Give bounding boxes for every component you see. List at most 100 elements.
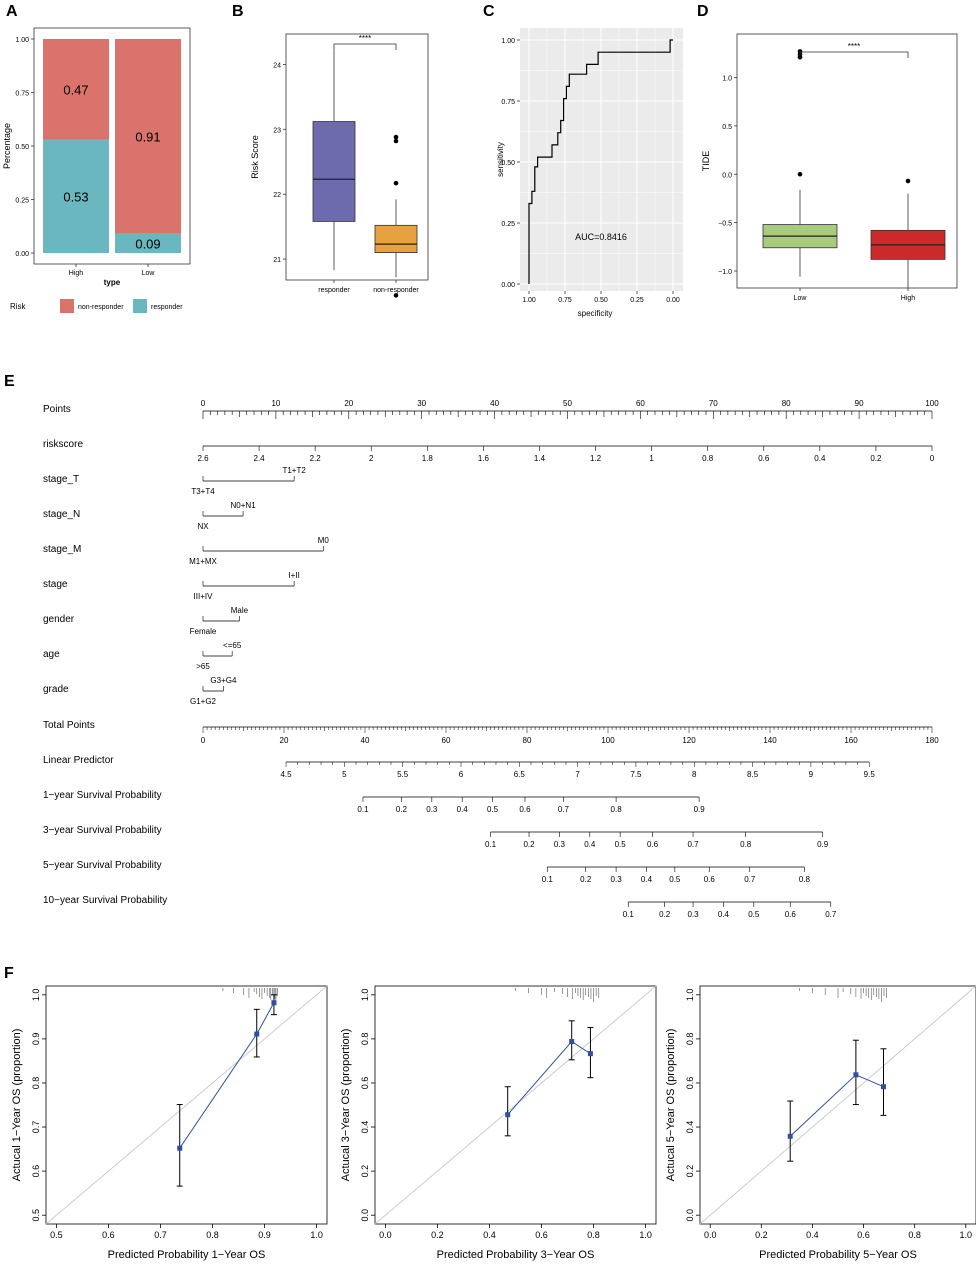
- nomogram-tick-label: 0.5: [669, 875, 681, 884]
- nomogram-level-label: <=65: [223, 641, 242, 650]
- nomogram-tick-label: 140: [763, 736, 777, 745]
- y-tick-label: 0.6: [360, 1077, 370, 1090]
- nomogram-level-label: N0+N1: [231, 501, 257, 510]
- nomogram-tick-label: 0.5: [487, 805, 499, 814]
- nomogram-tick-label: 0.8: [799, 875, 811, 884]
- panel-label-f: F: [4, 965, 14, 982]
- x-tick-label: 0.8: [206, 1230, 219, 1240]
- significance-label: ****: [848, 42, 860, 51]
- x-tick-label: Low: [142, 270, 156, 277]
- nomogram-tick-label: 4.5: [280, 770, 292, 779]
- x-axis-title: Predicted Probability 3−Year OS: [437, 1249, 595, 1261]
- y-tick-label: 0.75: [501, 99, 515, 106]
- nomogram-level-label: Female: [190, 627, 217, 636]
- calibration-point: [569, 1039, 575, 1045]
- panel-label-d: D: [697, 3, 709, 20]
- nomogram-level-label: NX: [197, 522, 209, 531]
- nomogram-tick-label: 60: [442, 736, 451, 745]
- nomogram-tick-label: 0.1: [485, 840, 497, 849]
- calibration-point: [271, 1000, 277, 1006]
- x-axis-title: Predicted Probability 5−Year OS: [759, 1249, 917, 1261]
- nomogram-tick-label: 0.3: [611, 875, 623, 884]
- x-tick-label: non-responder: [373, 287, 419, 294]
- x-tick-label: 0.6: [535, 1230, 548, 1240]
- y-tick-label: 0.8: [685, 1033, 695, 1046]
- y-tick-label: −0.5: [718, 221, 732, 228]
- nomogram-tick-label: 8.5: [747, 770, 759, 779]
- significance-bracket: [333, 43, 397, 50]
- nomogram-tick-label: 0.4: [457, 805, 469, 814]
- nomogram-tick-label: 90: [855, 399, 864, 408]
- x-axis-title: specificity: [578, 309, 613, 318]
- nomogram-row-label: Points: [43, 404, 71, 415]
- x-tick-label: 0.4: [806, 1230, 819, 1240]
- nomogram-tick-label: 0.8: [611, 805, 623, 814]
- y-tick-label: 0.8: [31, 1077, 41, 1090]
- y-axis-title: Risk Score: [250, 135, 260, 179]
- calibration-point: [254, 1031, 260, 1037]
- calibration-point: [505, 1112, 511, 1118]
- y-axis-title: TIDE: [701, 151, 711, 172]
- y-tick-label: 1.0: [685, 989, 695, 1002]
- y-tick-label: 0.0: [360, 1209, 370, 1222]
- legend-title: Risk: [10, 302, 27, 311]
- y-tick-label: 0.8: [360, 1033, 370, 1046]
- y-tick-label: 23: [273, 127, 281, 134]
- nomogram-row-label: riskscore: [43, 439, 83, 450]
- bar-nonresponder: [43, 39, 109, 140]
- nomogram-tick-label: 100: [925, 399, 939, 408]
- nomogram-tick-label: 9: [809, 770, 814, 779]
- y-tick-label: 0.2: [685, 1165, 695, 1178]
- y-tick-label: 0.4: [685, 1121, 695, 1134]
- nomogram-tick-label: 0.9: [694, 805, 706, 814]
- nomogram-tick-label: 0.2: [523, 840, 535, 849]
- x-tick-label: 0.50: [594, 297, 608, 304]
- x-tick-label: 0.6: [102, 1230, 115, 1240]
- y-tick-label: 0.25: [15, 198, 29, 205]
- nomogram-tick-label: 0.8: [702, 454, 714, 463]
- nomogram-tick-label: 60: [636, 399, 645, 408]
- nomogram-tick-label: 100: [601, 736, 615, 745]
- nomogram-tick-label: 0.4: [718, 910, 730, 919]
- y-tick-label: 1.00: [501, 38, 515, 45]
- nomogram-tick-label: 1.4: [534, 454, 546, 463]
- y-tick-label: 1.0: [31, 989, 41, 1002]
- panel-label-c: C: [483, 3, 495, 20]
- x-tick-label: 0.2: [431, 1230, 444, 1240]
- nomogram-tick-label: 0.4: [641, 875, 653, 884]
- nomogram-tick-label: 0.6: [519, 805, 531, 814]
- nomogram-tick-label: 120: [682, 736, 696, 745]
- nomogram-tick-label: 0.7: [744, 875, 756, 884]
- y-tick-label: 0.5: [722, 124, 732, 131]
- nomogram-tick-label: 1.6: [478, 454, 490, 463]
- box-outlier: [393, 180, 399, 186]
- box-outlier: [393, 134, 399, 140]
- box-body: [312, 121, 356, 222]
- nomogram-tick-label: 80: [523, 736, 532, 745]
- legend-swatch-nonresponder: [60, 299, 74, 313]
- calibration-point: [587, 1051, 593, 1057]
- x-axis-title: type: [104, 278, 121, 287]
- y-tick-label: 0.5: [31, 1209, 41, 1222]
- x-tick-label: 0.0: [379, 1230, 392, 1240]
- x-tick-label: High: [901, 295, 916, 302]
- y-tick-label: 0.7: [31, 1121, 41, 1134]
- nomogram-level-label: >65: [196, 662, 210, 671]
- nomogram-tick-label: 5.5: [397, 770, 409, 779]
- y-axis-title: Actucal 5−Year OS (proportion): [665, 1029, 677, 1182]
- nomogram-tick-label: 2.6: [197, 454, 209, 463]
- x-tick-label: 0.7: [154, 1230, 167, 1240]
- y-tick-label: 0.6: [31, 1165, 41, 1178]
- nomogram-tick-label: 50: [563, 399, 572, 408]
- y-tick-label: 0.0: [685, 1209, 695, 1222]
- nomogram-tick-label: 6: [459, 770, 464, 779]
- bar-responder: [115, 233, 181, 253]
- nomogram-tick-label: 0: [201, 736, 206, 745]
- nomogram-tick-label: 0.7: [558, 805, 570, 814]
- calibration-point: [880, 1084, 886, 1090]
- nomogram-tick-label: 0.1: [357, 805, 369, 814]
- bar-nonresponder: [115, 39, 181, 234]
- y-axis-title: Percentage: [2, 123, 12, 169]
- calibration-point: [177, 1145, 183, 1151]
- x-tick-label: responder: [318, 287, 350, 294]
